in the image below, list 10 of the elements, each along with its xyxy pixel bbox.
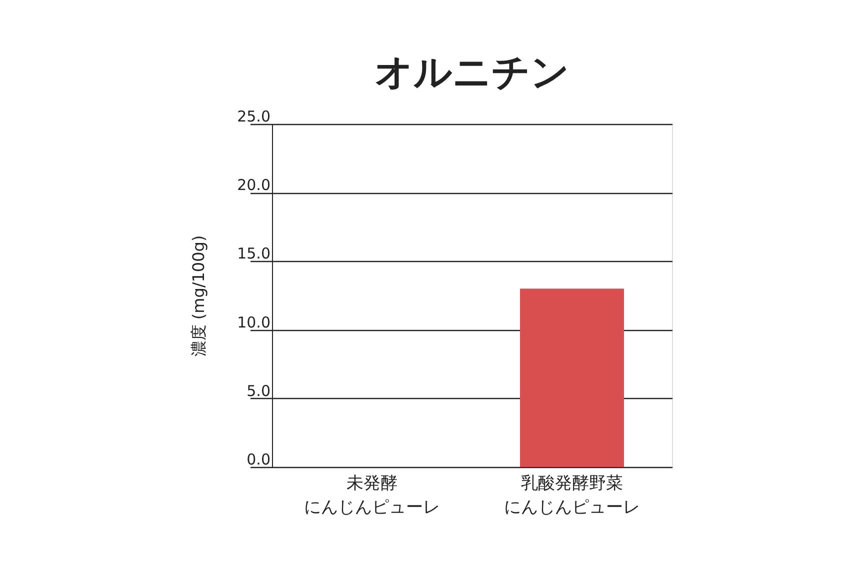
y-tick-label: 20.0 (237, 176, 270, 194)
x-tick-label: 乳酸発酵野菜にんじんピューレ (504, 474, 640, 518)
chart-title: オルニチン (374, 50, 570, 94)
x-tick-label: 未発酵にんじんピューレ (304, 474, 440, 518)
y-tick-label: 5.0 (246, 382, 270, 400)
y-tick-label: 0.0 (246, 450, 270, 468)
y-tick-label: 25.0 (237, 108, 270, 126)
y-axis-title: 濃度 (mg/100g) (189, 235, 208, 357)
y-tick-label: 15.0 (237, 244, 270, 263)
y-tick-label: 10.0 (237, 313, 270, 332)
